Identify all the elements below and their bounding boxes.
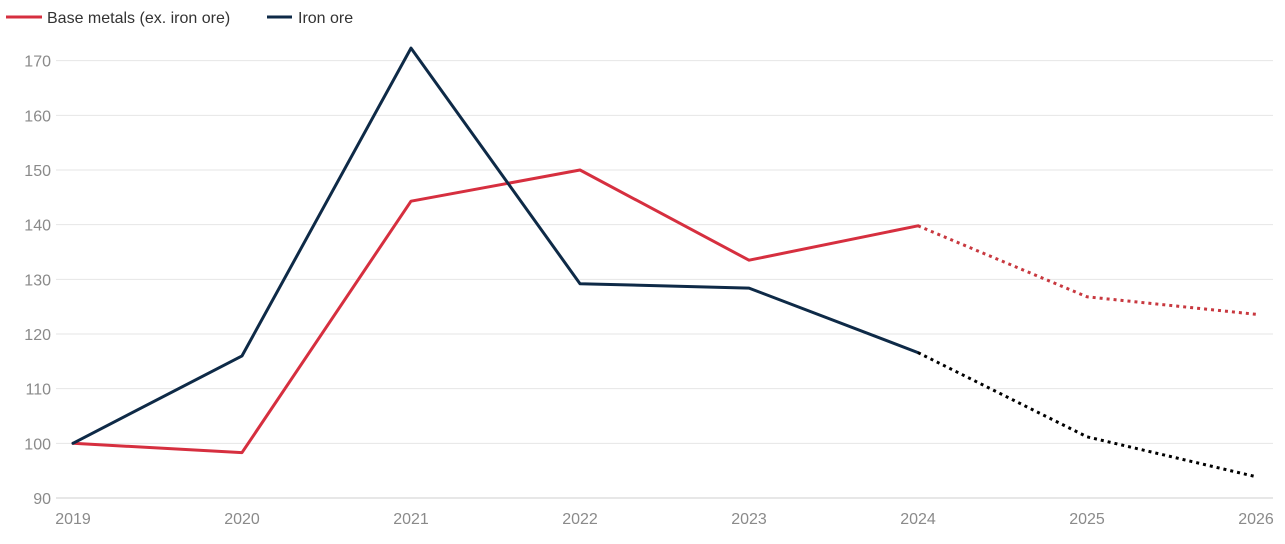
x-tick-label-2024: 2024 bbox=[900, 511, 936, 528]
y-tick-label-170: 170 bbox=[24, 54, 51, 71]
legend-item-iron-ore[interactable]: Iron ore bbox=[267, 10, 353, 27]
y-tick-label-140: 140 bbox=[24, 218, 51, 235]
legend-label-base-metals: Base metals (ex. iron ore) bbox=[47, 10, 230, 27]
x-tick-label-2025: 2025 bbox=[1069, 511, 1105, 528]
y-tick-label-90: 90 bbox=[33, 491, 51, 508]
legend: Base metals (ex. iron ore) Iron ore bbox=[6, 10, 353, 27]
series-line-iron-ore bbox=[71, 46, 920, 445]
x-tick-label-2026: 2026 bbox=[1238, 511, 1274, 528]
x-tick-label-2020: 2020 bbox=[224, 511, 260, 528]
x-axis: 2019 2020 2021 2022 2023 2024 2025 2026 bbox=[55, 497, 1274, 528]
x-tick-label-2019: 2019 bbox=[55, 511, 91, 528]
x-tick-label-2021: 2021 bbox=[393, 511, 429, 528]
series-iron-ore bbox=[71, 46, 1257, 479]
y-tick-label-160: 160 bbox=[24, 108, 51, 125]
legend-label-iron-ore: Iron ore bbox=[298, 10, 353, 27]
y-tick-label-110: 110 bbox=[25, 382, 51, 399]
y-tick-label-120: 120 bbox=[24, 327, 51, 344]
legend-item-base-metals[interactable]: Base metals (ex. iron ore) bbox=[6, 10, 230, 27]
y-tick-label-130: 130 bbox=[24, 272, 51, 289]
series-line-base-metals-ex-iron-ore bbox=[71, 168, 920, 455]
series-base-metals-ex-iron-ore bbox=[71, 168, 1257, 455]
forecast-line-iron-ore bbox=[917, 351, 1257, 479]
forecast-line-base-metals-ex-iron-ore bbox=[917, 224, 1257, 316]
y-tick-label-150: 150 bbox=[24, 163, 51, 180]
x-tick-label-2022: 2022 bbox=[562, 511, 598, 528]
grid bbox=[56, 60, 1273, 444]
x-tick-label-2023: 2023 bbox=[731, 511, 767, 528]
y-axis: 90 100 110 120 130 140 150 160 170 bbox=[24, 54, 51, 508]
series-layer bbox=[71, 46, 1257, 479]
y-tick-label-100: 100 bbox=[24, 436, 51, 453]
